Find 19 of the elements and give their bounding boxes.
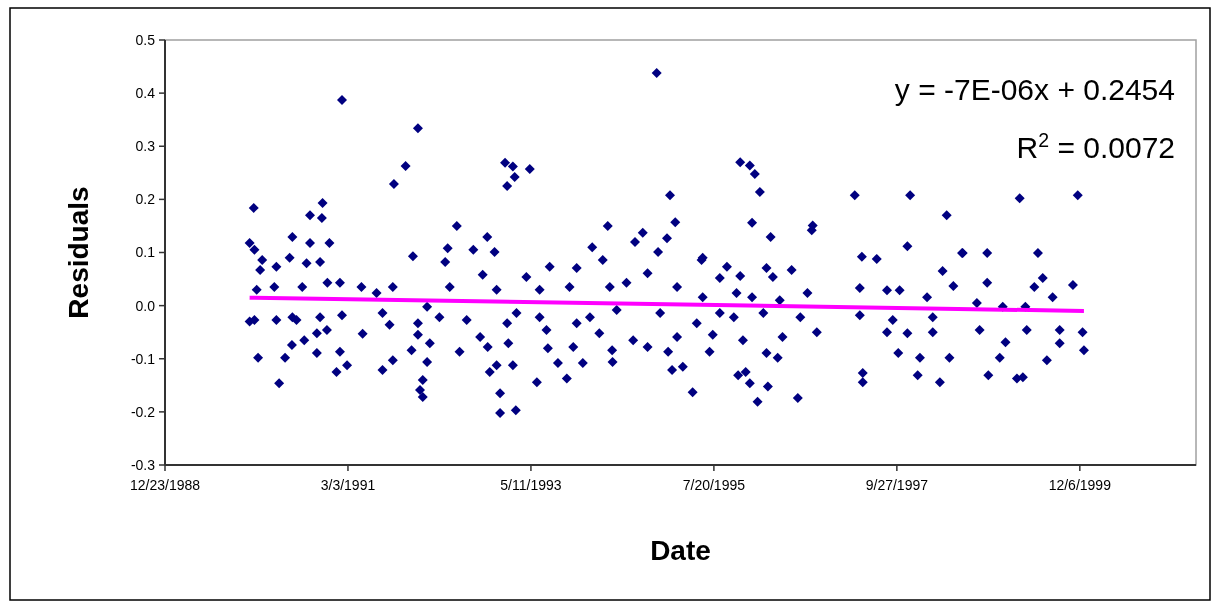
y-tick-label: -0.3 <box>130 456 156 473</box>
x-tick-label: 3/3/1991 <box>320 477 376 493</box>
y-tick-label: 0.1 <box>135 244 156 261</box>
annotation: y = -7E-06x + 0.2454 <box>894 73 1175 106</box>
x-tick-label: 9/27/1997 <box>865 477 929 493</box>
y-tick-label: 0.0 <box>135 297 156 314</box>
y-tick-label: 0.2 <box>135 191 156 208</box>
x-tick-label: 7/20/1995 <box>682 477 746 493</box>
y-tick-label: -0.2 <box>130 403 156 420</box>
x-tick-label: 12/23/1988 <box>129 477 201 493</box>
y-tick-label: 0.4 <box>135 85 156 102</box>
x-tick-label: 5/11/1993 <box>500 477 562 493</box>
y-tick-label: 0.5 <box>135 31 156 48</box>
y-tick-label: -0.1 <box>130 350 156 367</box>
y-axis-title: Residuals <box>63 186 94 319</box>
y-tick-label: 0.3 <box>135 138 156 155</box>
x-tick-label: 12/6/1999 <box>1048 477 1112 493</box>
x-axis-title: Date <box>650 535 711 566</box>
annotation: R$^{2}$ = 0.0072 <box>1016 129 1175 164</box>
